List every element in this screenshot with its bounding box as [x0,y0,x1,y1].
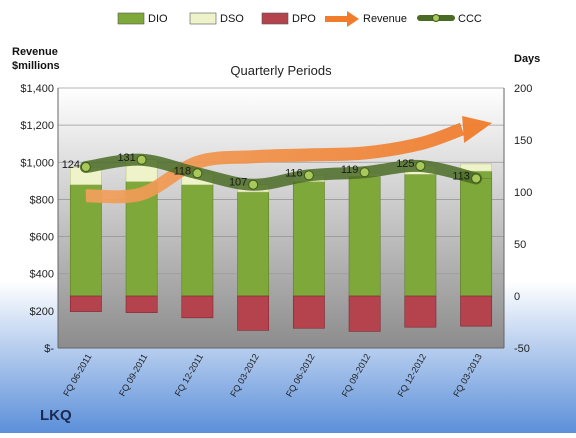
ccc-marker [415,161,426,171]
left-tick-label: $1,400 [20,83,54,95]
revenue-line [85,122,465,204]
ccc-data-label: 124 [62,159,80,171]
bar-dpo [404,295,437,328]
revenue-arrowhead [462,116,493,143]
left-tick-label: $- [44,343,54,355]
bar-dio [181,184,214,297]
ccc-data-label: 113 [452,170,470,182]
bar-dpo [292,295,325,329]
left-axis-label-line2: $millions [12,60,60,72]
right-tick-label: 150 [514,135,532,147]
right-tick-label: 100 [514,187,532,199]
ccc-marker [303,170,314,181]
right-tick-label: -50 [514,343,530,355]
ccc-data-label: 107 [229,177,247,189]
bar-dio [404,174,437,297]
ccc-marker [192,168,203,179]
right-tick-label: 50 [514,239,526,251]
bar-dpo [125,295,158,313]
ccc-marker [80,162,91,173]
left-tick-label: $200 [30,306,54,318]
ccc-data-label: 118 [174,165,192,177]
left-tick-label: $800 [30,194,54,206]
ccc-marker [359,167,370,178]
company-label: LKQ [40,407,72,424]
legend: DIO DSO DPO Revenue CCC [117,11,482,27]
ccc-data-labels: 124 131 118 107 116 119 125 113 [62,152,470,189]
ccc-marker [136,154,147,165]
chart-title: Quarterly Periods [230,63,332,78]
ccc-marker [471,173,482,184]
plot-area [58,88,504,348]
ccc-data-label: 116 [285,167,303,179]
bar-dpo [348,295,381,332]
bar-dpo [181,295,214,319]
bar-dpo [237,295,270,331]
ccc-data-label: 125 [396,158,414,170]
left-tick-label: $1,000 [20,157,54,169]
bar-dpo [69,295,102,312]
legend-swatch-dso [189,12,217,25]
legend-swatch-dio [117,12,145,25]
line-series [79,116,493,204]
legend-label-dpo: DPO [292,13,316,25]
right-tick-label: 0 [514,291,520,303]
bar-dio [348,176,381,297]
bar-dio [292,181,325,297]
legend-swatch-revenue [325,11,359,27]
left-tick-label: $1,200 [20,120,54,132]
legend-label-dso: DSO [220,13,244,25]
bar-dio-overlap [460,178,493,297]
right-axis-label: Days [514,53,540,65]
legend-swatch-dpo [261,12,289,25]
left-axis-label-line1: Revenue [12,46,58,58]
right-tick-label: 200 [514,83,532,95]
left-tick-label: $400 [30,269,54,281]
ccc-data-label: 119 [341,164,359,176]
bar-dio [69,184,102,297]
ccc-data-label: 131 [117,152,135,164]
legend-marker-ccc [432,14,440,22]
bar-dio [237,191,270,297]
legend-label-revenue: Revenue [363,13,407,25]
left-tick-label: $600 [30,232,54,244]
bar-dpo [460,295,493,327]
bar-dso [460,163,493,172]
bar-series [69,159,493,332]
legend-label-ccc: CCC [458,13,482,25]
ccc-marker [248,179,259,190]
legend-label-dio: DIO [148,13,168,25]
